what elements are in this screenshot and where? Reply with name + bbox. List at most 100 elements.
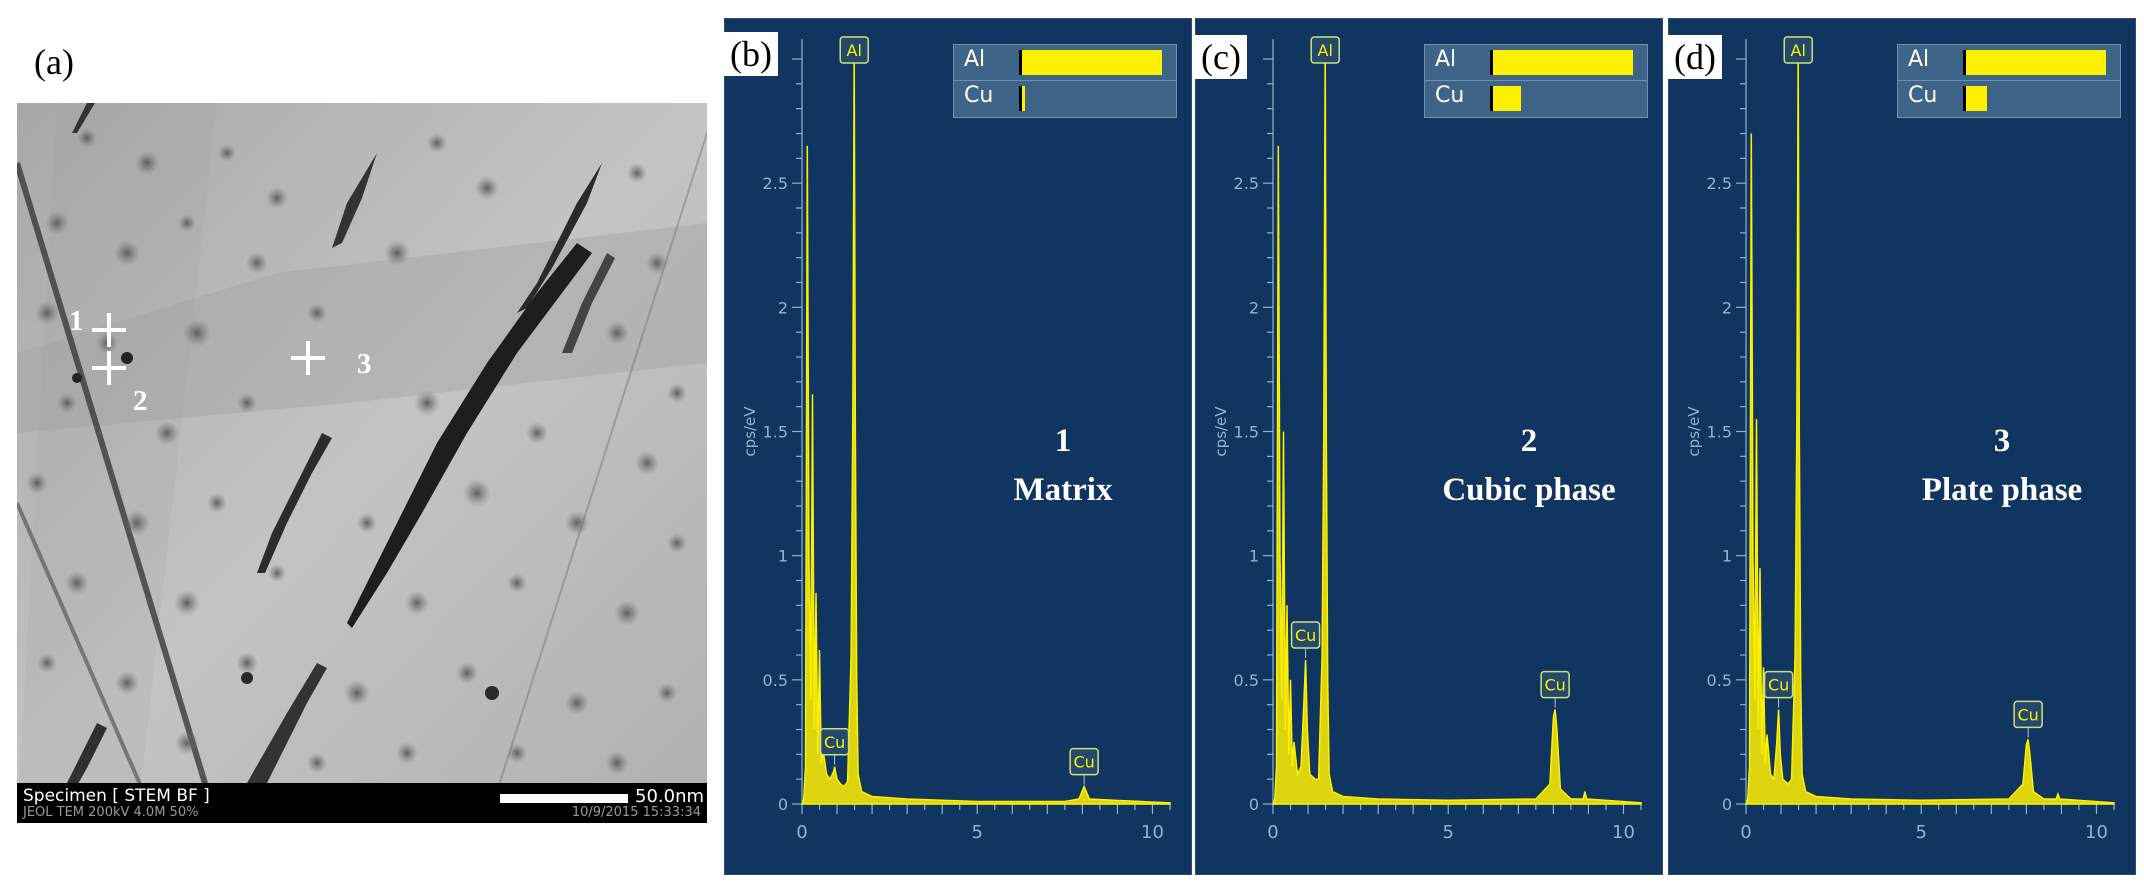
y-tick-label: 0 [1722, 795, 1732, 814]
peak-label-al: Al [1783, 36, 1813, 64]
peak-label-text: Cu [1768, 676, 1789, 695]
legend-bar-al [1019, 50, 1162, 75]
legend-divider [1425, 80, 1647, 81]
y-tick-label: 1 [778, 547, 788, 566]
peak-label-box [2013, 700, 2043, 729]
peak-label-text: Al [1318, 41, 1333, 60]
peak-label-text: Cu [824, 733, 845, 752]
y-tick-label: 2.5 [1707, 174, 1732, 193]
peak-label-text: Al [1791, 41, 1806, 60]
legend-label-al: Al [964, 47, 986, 72]
y-tick-label: 2.5 [1234, 174, 1259, 193]
panel-label-d: (d) [1668, 35, 1722, 79]
x-tick-label: 10 [2085, 822, 2108, 843]
legend-divider [954, 80, 1176, 81]
y-tick-label: 0.5 [1707, 671, 1732, 690]
point-marker-1 [92, 313, 126, 347]
peak-label-box [1783, 36, 1813, 64]
y-tick-label: 0.5 [1234, 671, 1259, 690]
peak-label-cu: Cu [1763, 670, 1794, 708]
stem-meta-label: JEOL TEM 200kV 4.0M 50% [23, 805, 199, 820]
peak-label-box [839, 36, 869, 64]
peak-label-text: Cu [1073, 753, 1094, 772]
point-marker-3 [291, 341, 325, 375]
legend-label-cu: Cu [964, 83, 994, 108]
spectrum-chart-b: 0 0.5 1 1.5 2 2.5 0 5 10 cps/eV Al Cu Cu [741, 36, 1171, 843]
x-tick-label: 0 [796, 822, 807, 843]
scale-bar-label: 50.0nm [635, 786, 705, 807]
peak-label-al: Al [839, 36, 869, 64]
legend-label-cu: Cu [1435, 83, 1465, 108]
y-tick-label: 1 [1722, 547, 1732, 566]
peak-label-al: Al [1310, 36, 1340, 64]
spectrum-series [800, 46, 1171, 805]
stem-texture [17, 103, 707, 823]
element-legend-d: Al Cu [1897, 44, 2121, 118]
y-axis-label: cps/eV [1685, 406, 1703, 457]
y-axis-label: cps/eV [741, 406, 759, 457]
point-label-3: 3 [357, 348, 372, 380]
peak-label-text: Cu [2017, 705, 2038, 724]
scale-bar [500, 794, 628, 803]
y-tick-label: 1.5 [1234, 423, 1259, 442]
panel-label-c: (c) [1195, 35, 1247, 79]
point-number-c: 2 [1520, 423, 1538, 459]
peak-label-box [1310, 36, 1340, 64]
panel-label-a: (a) [28, 40, 80, 84]
legend-label-al: Al [1435, 47, 1457, 72]
legend-bar-al [1490, 50, 1633, 75]
legend-divider [1898, 80, 2120, 81]
legend-bar-al [1963, 50, 2106, 75]
peak-label-box [1763, 670, 1794, 699]
legend-row-cu: Cu [954, 81, 1176, 116]
legend-row-cu: Cu [1898, 81, 2120, 116]
legend-label-cu: Cu [1908, 83, 1938, 108]
peak-label-box [1069, 747, 1099, 776]
spectrum-series [1271, 46, 1642, 805]
spectrum-panel-d: 0 0.5 1 1.5 2 2.5 0 5 10 cps/eV Al Cu Cu Al Cu 3 Pla… [1668, 18, 2136, 875]
y-tick-label: 0.5 [763, 671, 788, 690]
spectrum-chart-d: 0 0.5 1 1.5 2 2.5 0 5 10 cps/eV Al Cu Cu [1685, 36, 2115, 843]
spectrum-panel-c: 0 0.5 1 1.5 2 2.5 0 5 10 cps/eV Al Cu Cu Al Cu 2 Cub… [1195, 18, 1663, 875]
legend-bar-cu [1963, 86, 1987, 111]
legend-row-al: Al [1898, 45, 2120, 80]
point-marker-2 [92, 351, 126, 385]
x-tick-label: 10 [1141, 822, 1164, 843]
stem-date-label: 10/9/2015 15:33:34 [571, 805, 701, 820]
x-tick-label: 5 [972, 822, 983, 843]
y-tick-label: 1.5 [763, 423, 788, 442]
legend-row-al: Al [954, 45, 1176, 80]
element-legend-c: Al Cu [1424, 44, 1648, 118]
x-tick-label: 10 [1612, 822, 1635, 843]
peak-label-box [1540, 670, 1570, 699]
point-number-d: 3 [1993, 423, 2011, 459]
peak-label-text: Al [847, 41, 862, 60]
point-number-b: 1 [1054, 423, 1072, 459]
y-tick-label: 2 [778, 298, 788, 317]
point-label-2: 2 [133, 385, 148, 417]
legend-bar-cu [1490, 86, 1521, 111]
panel-label-b: (b) [724, 32, 778, 76]
peak-label-box [1290, 621, 1321, 649]
legend-row-al: Al [1425, 45, 1647, 80]
stem-mode-label: Specimen [ STEM BF ] [23, 786, 210, 806]
element-legend-b: Al Cu [953, 44, 1177, 118]
y-axis-label: cps/eV [1212, 406, 1230, 457]
spectrum-series [1744, 46, 2115, 805]
stem-micrograph: 1 2 3 Specimen [ STEM BF ] JEOL TEM 200k… [17, 103, 707, 823]
x-tick-label: 5 [1916, 822, 1927, 843]
peak-label-cu: Cu [1069, 747, 1099, 785]
y-tick-label: 2 [1249, 298, 1259, 317]
phase-label-d: Plate phase [1921, 472, 2083, 508]
spectrum-panel-b: 0 0.5 1 1.5 2 2.5 0 5 10 cps/eV Al Cu Cu Al Cu 1 Mat… [724, 18, 1192, 875]
phase-label-c: Cubic phase [1442, 472, 1616, 508]
peak-label-cu: Cu [2013, 700, 2043, 738]
legend-bar-cu [1019, 86, 1025, 111]
y-tick-label: 0 [778, 795, 788, 814]
peak-label-text: Cu [1544, 676, 1565, 695]
y-tick-label: 1.5 [1707, 423, 1732, 442]
stem-info-bar: Specimen [ STEM BF ] JEOL TEM 200kV 4.0M… [17, 783, 707, 823]
peak-label-box [819, 728, 850, 756]
phase-label-b: Matrix [1013, 472, 1113, 508]
x-tick-label: 0 [1267, 822, 1278, 843]
